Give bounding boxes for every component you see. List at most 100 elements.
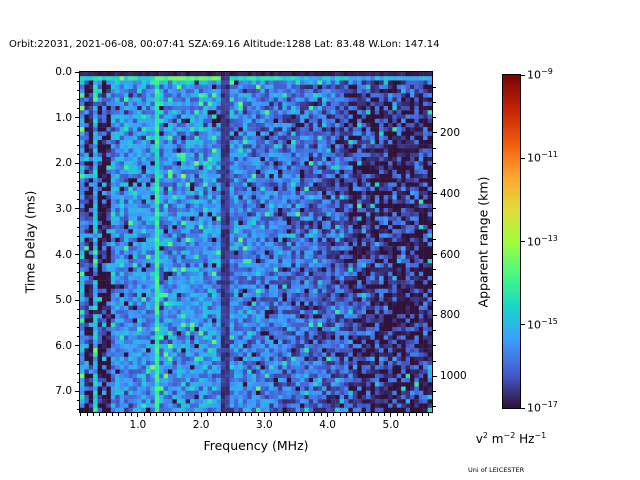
x-major-tick	[137, 413, 139, 417]
y2-minor-tick	[433, 269, 436, 271]
y-tick-label: 0.0	[55, 66, 72, 78]
colorbar-tick	[521, 241, 525, 242]
y-minor-tick	[76, 144, 79, 146]
y2-minor-tick	[433, 101, 436, 103]
colorbar-tick-label: 10−17	[527, 399, 558, 415]
y-minor-tick	[76, 217, 79, 219]
x-minor-tick	[244, 413, 246, 416]
x-minor-tick	[112, 413, 114, 416]
y2-minor-tick	[433, 147, 436, 149]
x-minor-tick	[232, 413, 234, 416]
y-minor-tick	[76, 281, 79, 283]
y-axis-title: Time Delay (ms)	[22, 190, 38, 294]
x-major-tick	[263, 413, 265, 417]
colorbar-tick-label: 10−15	[527, 316, 558, 332]
y-minor-tick	[76, 317, 79, 319]
y-minor-tick	[76, 235, 79, 237]
y2-major-tick	[433, 132, 437, 134]
x-minor-tick	[295, 413, 297, 416]
y2-minor-tick	[433, 86, 436, 88]
y-major-tick	[75, 162, 79, 164]
spectrogram-plot	[79, 71, 433, 413]
y2-minor-tick	[433, 299, 436, 301]
y-tick-label: 6.0	[55, 339, 72, 352]
y-minor-tick	[76, 244, 79, 246]
x-minor-tick	[308, 413, 310, 416]
y-minor-tick	[76, 327, 79, 329]
colorbar-tick	[521, 407, 525, 409]
y-minor-tick	[76, 400, 79, 402]
y2-major-tick	[433, 193, 437, 195]
x-minor-tick	[238, 413, 240, 416]
x-major-tick	[327, 413, 329, 417]
x-minor-tick	[358, 413, 360, 416]
x-minor-tick	[181, 413, 183, 416]
x-minor-tick	[282, 413, 284, 416]
y-major-tick	[75, 254, 79, 256]
y-minor-tick	[76, 135, 79, 137]
x-minor-tick	[93, 413, 95, 416]
x-minor-tick	[320, 413, 322, 416]
x-minor-tick	[99, 413, 101, 416]
x-minor-tick	[162, 413, 164, 416]
y2-minor-tick	[433, 345, 436, 347]
y-minor-tick	[76, 354, 79, 356]
y-minor-tick	[76, 372, 79, 374]
colorbar-tick-label: 10−9	[527, 66, 553, 82]
y2-tick-label: 400	[440, 187, 461, 200]
y-tick-label: 3.0	[55, 202, 72, 215]
y-minor-tick	[76, 363, 79, 365]
y2-minor-tick	[433, 117, 436, 119]
x-minor-tick	[396, 413, 398, 416]
x-minor-tick	[251, 413, 253, 416]
x-minor-tick	[276, 413, 278, 416]
colorbar	[502, 74, 521, 409]
y2-minor-tick	[433, 360, 436, 362]
y-minor-tick	[76, 263, 79, 265]
x-minor-tick	[150, 413, 152, 416]
y-minor-tick	[76, 190, 79, 192]
x-minor-tick	[187, 413, 189, 416]
x-minor-tick	[409, 413, 411, 416]
x-minor-tick	[339, 413, 341, 416]
spectrogram-canvas	[80, 72, 432, 412]
y-minor-tick	[76, 381, 79, 383]
y-minor-tick	[76, 290, 79, 292]
x-minor-tick	[175, 413, 177, 416]
y-minor-tick	[76, 409, 79, 411]
y-minor-tick	[76, 308, 79, 310]
x-minor-tick	[105, 413, 107, 416]
x-minor-tick	[301, 413, 303, 416]
x-minor-tick	[289, 413, 291, 416]
x-minor-tick	[314, 413, 316, 416]
x-minor-tick	[194, 413, 196, 416]
y2-tick-label: 600	[440, 248, 461, 261]
x-minor-tick	[169, 413, 170, 416]
x-minor-tick	[428, 413, 430, 416]
y-minor-tick	[76, 126, 79, 128]
plot-title: Orbit:22031, 2021-06-08, 00:07:41 SZA:69…	[9, 39, 440, 50]
x-minor-tick	[384, 413, 386, 416]
y-minor-tick	[76, 80, 79, 82]
x-tick-label: 2.0	[192, 419, 210, 431]
y-minor-tick	[76, 181, 79, 183]
x-minor-tick	[219, 413, 221, 416]
x-major-tick	[200, 413, 202, 417]
x-tick-label: 5.0	[382, 419, 400, 431]
x-minor-tick	[80, 413, 82, 416]
x-minor-tick	[143, 413, 145, 416]
y-minor-tick	[76, 226, 79, 228]
x-tick-label: 4.0	[319, 419, 336, 431]
x-tick-label: 1.0	[129, 419, 147, 431]
x-minor-tick	[156, 413, 158, 416]
y2-minor-tick	[433, 208, 436, 210]
colorbar-tick	[521, 324, 525, 326]
x-minor-tick	[270, 413, 272, 416]
y-minor-tick	[76, 336, 79, 338]
y2-minor-tick	[433, 162, 436, 164]
x-tick-label: 3.0	[256, 419, 273, 431]
y2-tick-label: 1000	[440, 370, 467, 383]
y-major-tick	[75, 71, 79, 73]
x-minor-tick	[415, 413, 417, 416]
